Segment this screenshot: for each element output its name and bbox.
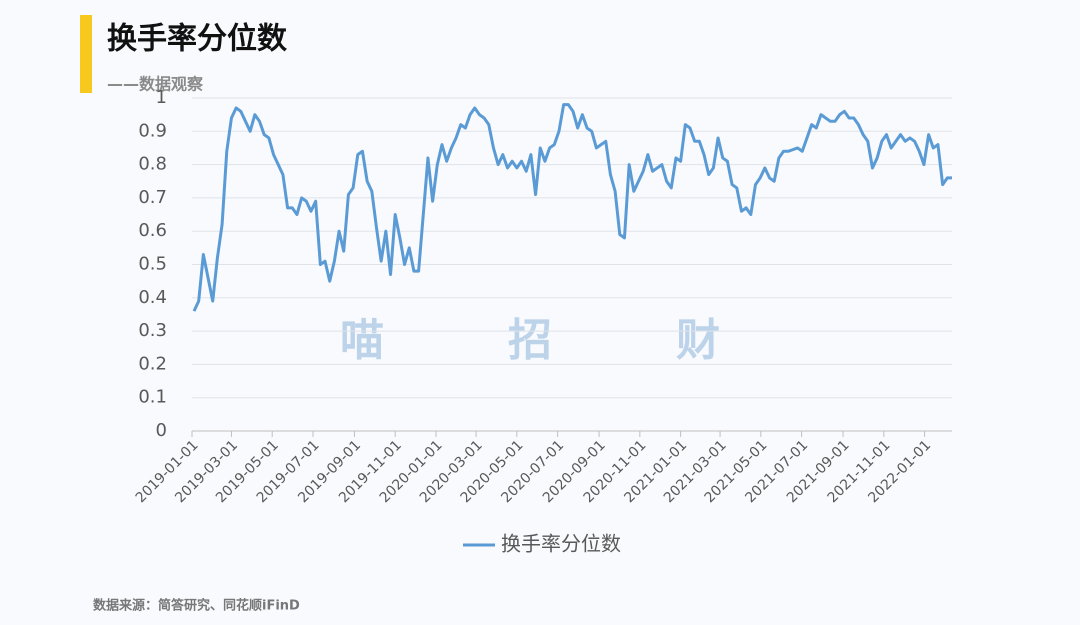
y-tick-label: 0.4 (138, 287, 167, 308)
chart-subtitle: ——数据观察 (107, 75, 204, 94)
y-tick-label: 0.9 (138, 120, 167, 141)
y-tick-label: 0.8 (138, 154, 167, 175)
y-tick-label: 0.3 (138, 320, 167, 341)
y-tick-label: 0.7 (138, 187, 167, 208)
y-tick-label: 0.2 (138, 353, 167, 374)
y-tick-label: 0.5 (138, 254, 167, 275)
y-tick-label: 0.6 (138, 220, 167, 241)
source-note: 数据来源：简答研究、同花顺iFinD (93, 598, 300, 614)
y-tick-label: 0.1 (138, 387, 167, 408)
y-tick-label: 0 (156, 420, 167, 441)
y-tick-label: 1 (156, 87, 167, 108)
series-line (192, 103, 952, 312)
title-accent (80, 15, 92, 93)
chart-title: 换手率分位数 (107, 22, 288, 57)
legend-label: 换手率分位数 (501, 532, 621, 556)
watermark: 喵 招 财 (340, 315, 760, 366)
